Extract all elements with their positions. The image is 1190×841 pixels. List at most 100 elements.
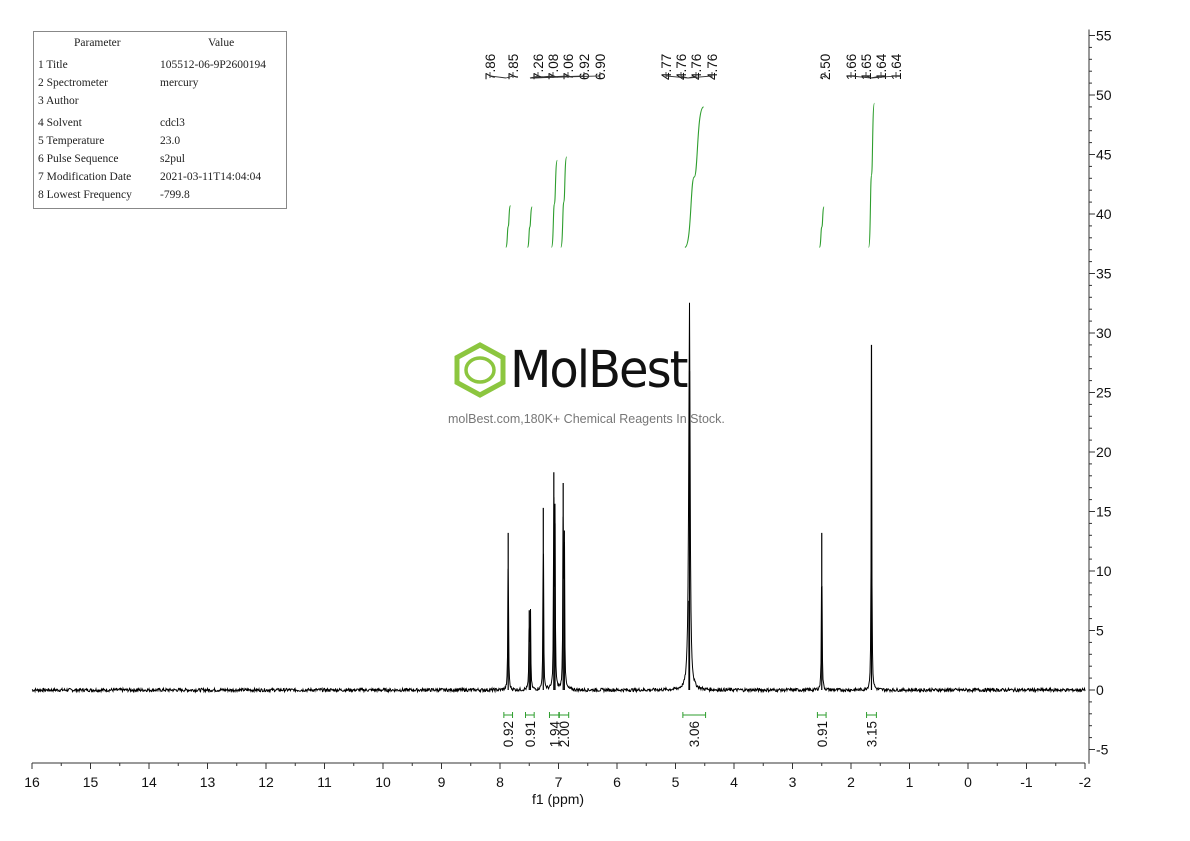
- parameter-label: 8 Lowest Frequency: [38, 189, 132, 201]
- spectrum-trace: [31, 302, 1086, 694]
- parameter-table: Parameter Value 1 Title 105512-06-9P26001…: [33, 31, 287, 209]
- y-tick-label: 45: [1096, 147, 1112, 163]
- peak-label: 4.76: [674, 54, 689, 80]
- integral-curve: [550, 159, 558, 248]
- integral-value-label: 2.00: [557, 721, 572, 747]
- integral-curve: [560, 156, 568, 248]
- integral-curves: [505, 102, 875, 248]
- y-tick-label: 35: [1096, 266, 1112, 282]
- parameter-label: 7 Modification Date: [38, 171, 132, 183]
- parameter-label: 3 Author: [38, 95, 79, 107]
- peak-label-connector: [865, 72, 872, 79]
- y-tick-label: 10: [1096, 563, 1112, 579]
- peak-label: 4.77: [659, 54, 674, 80]
- x-tick-label: 13: [200, 774, 216, 790]
- benzene-logo-icon: [454, 342, 506, 398]
- x-tick-label: 0: [964, 774, 972, 790]
- peak-label-connector: [680, 72, 689, 79]
- x-axis: 16 15 14 13 12 11 10 9 8 7 6 5 4 3 2 1 0 -1 -2: [24, 762, 1092, 790]
- x-tick-label: 6: [613, 774, 621, 790]
- integral-curve: [505, 205, 512, 248]
- x-tick-label: -2: [1079, 774, 1092, 790]
- parameter-value: cdcl3: [160, 117, 185, 129]
- peak-labels: 7.86 7.85 7.26 7.08 7.06 6.92 6.90 4.77 4.76 4.76…: [483, 53, 904, 80]
- peak-label-connector: [850, 72, 872, 79]
- spectrum-line: [31, 302, 1086, 694]
- integral-value-label: 3.15: [864, 721, 879, 747]
- peak-label-connector: [489, 72, 507, 79]
- value-header-label: Value: [208, 37, 235, 49]
- x-tick-label: 16: [24, 774, 40, 790]
- y-tick-label: 20: [1096, 444, 1112, 460]
- logo-brand-text: MolBest: [510, 340, 688, 400]
- logo-tagline: molBest.com,180K+ Chemical Reagents In S…: [448, 412, 725, 426]
- parameter-value: mercury: [160, 77, 199, 89]
- peak-label-connector: [819, 72, 826, 79]
- peak-label-connector: [529, 72, 539, 79]
- parameter-label: 6 Pulse Sequence: [38, 153, 119, 165]
- peak-label-connector: [687, 72, 713, 79]
- integral-curve: [868, 102, 875, 248]
- peak-label-connector: [870, 72, 882, 79]
- x-tick-label: 14: [141, 774, 157, 790]
- peak-label: 2.50: [818, 54, 833, 80]
- x-tick-label: 5: [672, 774, 680, 790]
- integral-value-label: 0.92: [501, 721, 516, 747]
- parameter-value: 105512-06-9P2600194: [160, 59, 267, 71]
- parameter-value: s2pul: [160, 153, 185, 165]
- x-tick-label: -1: [1020, 774, 1033, 790]
- x-tick-label: 7: [555, 774, 563, 790]
- parameter-value: 2021-03-11T14:04:04: [160, 171, 262, 183]
- parameter-header-label: Parameter: [74, 37, 121, 49]
- x-tick-label: 9: [438, 774, 446, 790]
- x-axis-label: f1 (ppm): [532, 791, 584, 807]
- peak-label: 6.90: [593, 54, 608, 80]
- parameter-table-header: Parameter Value: [34, 37, 286, 53]
- integral-curve: [526, 206, 533, 248]
- x-tick-label: 8: [496, 774, 504, 790]
- integral-value-label: 3.06: [687, 721, 702, 747]
- peak-label: 7.85: [506, 54, 521, 80]
- x-tick-label: 1: [906, 774, 914, 790]
- peak-label: 7.08: [546, 54, 561, 80]
- x-tick-label: 4: [730, 774, 738, 790]
- peak-label: 1.64: [889, 53, 904, 80]
- y-tick-label: 40: [1096, 206, 1112, 222]
- y-tick-label: 55: [1096, 28, 1112, 44]
- peak-label-connector: [505, 72, 514, 79]
- y-tick-label: 50: [1096, 87, 1112, 103]
- y-tick-label: 30: [1096, 325, 1112, 341]
- parameter-value: -799.8: [160, 189, 190, 201]
- peak-label: 7.06: [561, 54, 576, 80]
- integral-curve: [818, 206, 825, 248]
- y-tick-label: 25: [1096, 385, 1112, 401]
- x-tick-label: 11: [317, 774, 332, 790]
- peak-label: 1.64: [874, 53, 889, 80]
- integral-value-label: 0.91: [815, 721, 830, 747]
- peak-label: 1.65: [859, 54, 874, 80]
- parameter-label: 4 Solvent: [38, 117, 82, 129]
- y-axis: -5 0 5 10 15 20 25 30 35 40 45 50 55: [1088, 28, 1112, 764]
- x-tick-label: 3: [789, 774, 797, 790]
- peak-label: 4.76: [705, 54, 720, 80]
- x-tick-label: 12: [258, 774, 274, 790]
- y-tick-label: -5: [1096, 742, 1109, 758]
- y-tick-label: 0: [1096, 682, 1104, 698]
- integral-curve: [684, 106, 705, 248]
- parameter-label: 1 Title: [38, 59, 68, 71]
- x-tick-label: 15: [83, 774, 99, 790]
- integral-labels: 0.92 0.91 1.942.00 3.06 0.91 3.15: [501, 712, 879, 747]
- peak-label: 4.76: [689, 54, 704, 80]
- y-tick-label: 5: [1096, 623, 1104, 639]
- peak-label: 6.92: [577, 54, 592, 80]
- integral-value-label: 0.91: [523, 721, 538, 747]
- y-tick-label: 15: [1096, 504, 1112, 520]
- peak-label-connector: [870, 72, 897, 79]
- peak-label: 1.66: [844, 54, 859, 80]
- integral-value-label: 1.94: [547, 721, 562, 748]
- parameter-value: 23.0: [160, 135, 181, 147]
- peak-label: 7.86: [483, 54, 498, 80]
- parameter-label: 5 Temperature: [38, 135, 105, 147]
- peak-label-connector: [529, 72, 601, 79]
